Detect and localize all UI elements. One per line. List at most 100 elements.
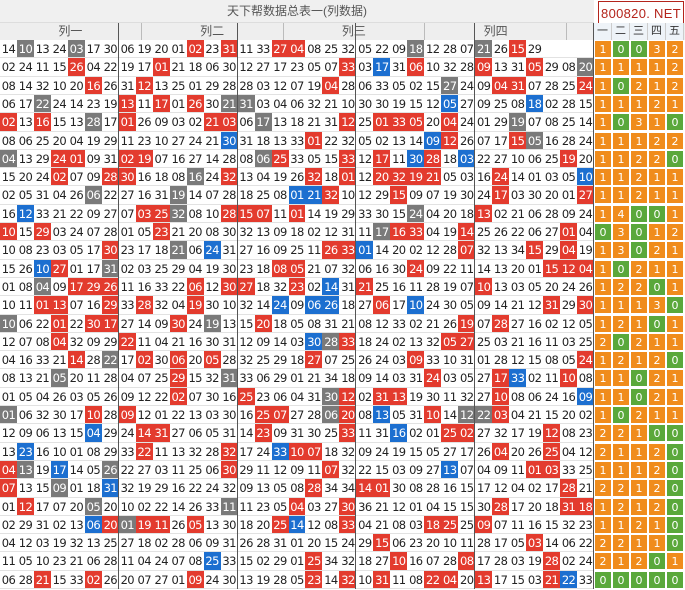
number-cell: 09 — [476, 78, 491, 93]
number-cell: 27 — [577, 186, 594, 205]
number-cell: 23 — [290, 60, 304, 75]
number-cell: 25 — [441, 515, 459, 534]
stat-cell: 1 — [648, 76, 666, 95]
number-cell: 27 — [458, 332, 476, 351]
number-cell: 11 — [307, 462, 321, 477]
number-cell: 01 — [476, 353, 491, 368]
number-cell: 04 — [561, 444, 576, 459]
stat-cell: 1 — [648, 406, 666, 424]
number-cell: 26 — [69, 188, 84, 203]
number-cell: 30 — [118, 168, 136, 187]
number-cell: 28 — [443, 42, 457, 56]
number-cell: 30 — [52, 408, 67, 422]
number-cell: 08 — [1, 133, 16, 148]
number-cell: 11 — [152, 515, 170, 534]
number-cell: 08 — [188, 554, 202, 569]
stat-cell: 1 — [594, 296, 612, 315]
number-cell: 11 — [86, 371, 101, 386]
number-cell: 09 — [424, 131, 442, 150]
stat-cell: 1 — [594, 40, 612, 58]
number-cell: 09 — [577, 387, 594, 406]
number-cell: 24 — [50, 149, 68, 168]
number-cell: 12 — [392, 499, 406, 514]
group-header-2: 列二 — [141, 23, 284, 40]
number-cell: 22 — [69, 316, 84, 331]
number-cell: 07 — [527, 115, 542, 130]
number-cell: 29 — [103, 444, 118, 459]
stat-cell: 1 — [648, 515, 666, 534]
number-cell: 33 — [339, 332, 357, 351]
number-cell: 26 — [459, 133, 474, 148]
number-cell: 01 — [290, 554, 304, 569]
number-cell: 12 — [324, 225, 338, 239]
number-cell: 04 — [137, 554, 152, 569]
number-cell: 26 — [137, 115, 152, 130]
stat-cell: 1 — [594, 406, 612, 424]
number-cell: 11 — [409, 279, 423, 294]
number-cell: 18 — [341, 298, 355, 313]
number-cell: 21 — [324, 96, 338, 111]
number-cell: 13 — [52, 426, 67, 441]
number-cell: 18 — [188, 60, 202, 75]
number-cell: 13 — [35, 42, 50, 56]
stat-cell: 1 — [594, 94, 612, 113]
number-cell: 18 — [256, 133, 270, 148]
number-cell: 03 — [256, 96, 270, 111]
number-cell: 25 — [578, 462, 593, 477]
number-cell: 31 — [220, 40, 238, 58]
stat-cell: 1 — [594, 314, 612, 333]
stat-cell: 1 — [648, 186, 666, 205]
number-cell: 20 — [561, 408, 576, 422]
number-cell: 13 — [273, 133, 287, 148]
number-cell: 11 — [510, 462, 525, 477]
number-cell: 06 — [373, 296, 391, 315]
number-cell: 28 — [544, 78, 559, 93]
number-cell: 33 — [578, 572, 593, 587]
number-cell: 11 — [459, 261, 474, 276]
row-divider — [0, 148, 594, 150]
number-cell: 11 — [120, 133, 135, 148]
site-brand-badge[interactable]: 800820. NET — [598, 1, 684, 27]
number-cell: 10 — [424, 406, 442, 424]
number-cell: 27 — [103, 206, 118, 221]
number-cell: 07 — [137, 371, 152, 386]
number-cell: 26 — [101, 460, 119, 479]
number-cell: 09 — [290, 462, 304, 477]
number-cell: 33 — [339, 424, 357, 443]
number-cell: 32 — [154, 298, 169, 313]
number-cell: 31 — [375, 426, 389, 441]
stat-cell: 1 — [594, 204, 612, 223]
number-cell: 07 — [426, 188, 440, 203]
group-divider — [236, 23, 238, 589]
number-cell: 30 — [339, 497, 357, 516]
stat-cell: 3 — [648, 40, 666, 58]
stat-cell: 2 — [594, 424, 612, 443]
number-cell: 28 — [561, 133, 576, 148]
number-cell: 14 — [239, 426, 253, 441]
number-cell: 07 — [0, 479, 17, 498]
number-cell: 12 — [339, 113, 357, 132]
number-cell: 03 — [510, 188, 525, 203]
stat-cell: 0 — [630, 387, 648, 406]
number-cell: 13 — [69, 517, 84, 532]
number-cell: 05 — [561, 353, 576, 368]
number-cell: 14 — [375, 243, 389, 258]
number-cell: 16 — [239, 408, 253, 422]
number-cell: 17 — [273, 60, 287, 75]
number-cell: 28 — [205, 444, 219, 459]
number-cell: 33 — [35, 353, 50, 368]
number-cell: 17 — [103, 115, 118, 130]
number-cell: 18 — [526, 94, 544, 113]
number-cell: 32 — [476, 243, 491, 258]
number-cell: 27 — [120, 536, 135, 551]
number-cell: 04 — [322, 76, 340, 95]
row-divider — [0, 295, 594, 297]
number-cell: 19 — [35, 462, 50, 477]
number-cell: 28 — [18, 572, 33, 587]
number-cell: 27 — [493, 151, 508, 166]
number-cell: 21 — [305, 186, 323, 205]
number-cell: 05 — [18, 188, 33, 203]
number-cell: 17 — [35, 499, 50, 514]
number-cell: 16 — [527, 316, 542, 331]
number-cell: 21 — [203, 113, 221, 132]
